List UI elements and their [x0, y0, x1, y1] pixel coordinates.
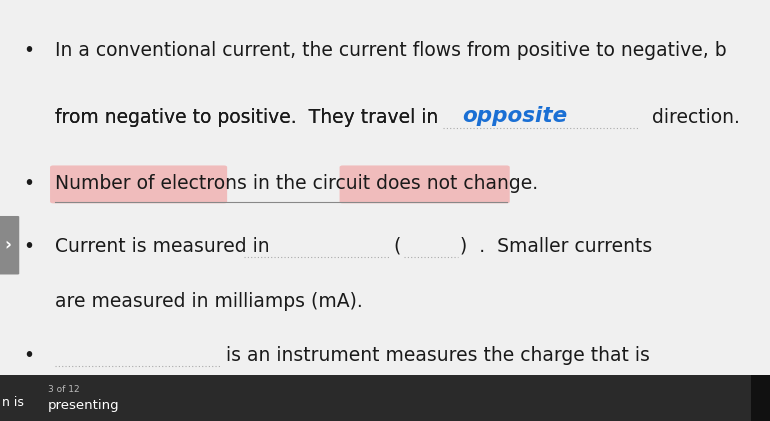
FancyBboxPatch shape	[340, 165, 510, 203]
Text: 3 of 12: 3 of 12	[48, 385, 79, 394]
Text: from negative to positive.  They travel in: from negative to positive. They travel i…	[55, 108, 445, 128]
Text: flowing past it per second.: flowing past it per second.	[55, 392, 303, 412]
FancyBboxPatch shape	[435, 393, 511, 421]
Text: (: (	[393, 237, 401, 256]
Text: ›: ›	[5, 236, 11, 254]
Text: is an instrument measures the charge that is: is an instrument measures the charge tha…	[226, 346, 649, 365]
Text: •: •	[24, 237, 35, 256]
FancyBboxPatch shape	[50, 165, 227, 203]
FancyBboxPatch shape	[722, 393, 770, 421]
FancyBboxPatch shape	[578, 393, 654, 421]
Text: •: •	[24, 41, 35, 60]
Bar	[0, 375, 770, 421]
FancyBboxPatch shape	[647, 393, 723, 421]
Text: opposite: opposite	[463, 106, 567, 126]
FancyBboxPatch shape	[508, 393, 584, 421]
Text: direction.: direction.	[646, 108, 739, 128]
FancyBboxPatch shape	[362, 393, 438, 421]
Text: from negative to positive.  They travel in: from negative to positive. They travel i…	[55, 108, 445, 128]
Bar	[751, 375, 770, 421]
Text: Number of electrons in the circuit does not change.: Number of electrons in the circuit does …	[55, 173, 538, 193]
Text: •: •	[24, 346, 35, 365]
Text: presenting: presenting	[48, 399, 119, 411]
Text: •: •	[24, 173, 35, 193]
Text: Current is measured in: Current is measured in	[55, 237, 276, 256]
Text: n is: n is	[2, 396, 23, 408]
Text: are measured in milliamps (mA).: are measured in milliamps (mA).	[55, 291, 363, 311]
FancyBboxPatch shape	[0, 216, 19, 274]
Text: )  .  Smaller currents: ) . Smaller currents	[460, 237, 653, 256]
Text: In a conventional current, the current flows from positive to negative, b: In a conventional current, the current f…	[55, 41, 727, 60]
